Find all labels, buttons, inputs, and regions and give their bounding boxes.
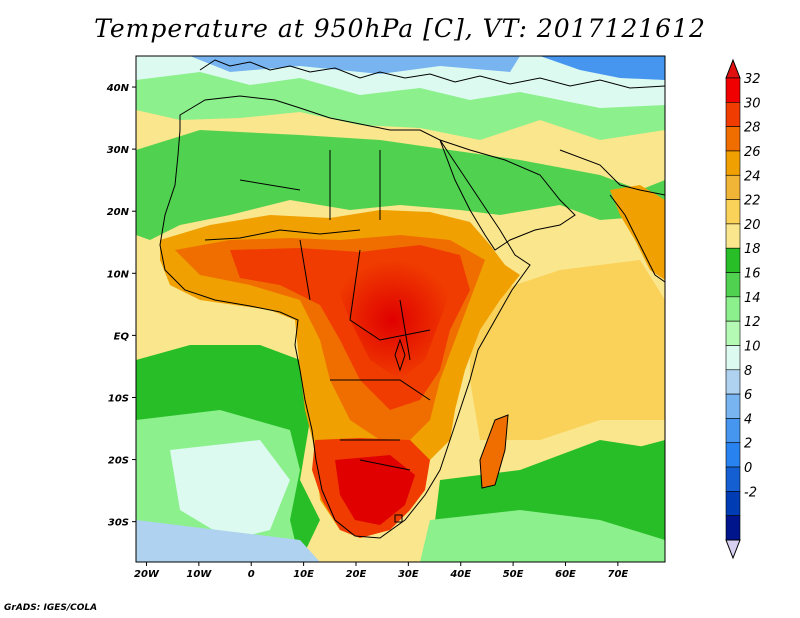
lon-tick-label: 20W [134,569,160,580]
colorbar-label: 20 [744,218,761,233]
region-madagascar [480,415,508,488]
latitude-axis: 40N 30N 20N 10N EQ 10S 20S 30S [106,83,136,529]
colorbar-label: 4 [744,412,752,427]
region-africa-hottest [330,260,455,380]
colorbar-swatch [725,150,741,176]
colorbar-swatch [725,345,741,371]
colorbar-label: 12 [744,315,761,330]
credit-text: GrADS: IGES/COLA [4,603,98,613]
colorbar-over-arrow [725,58,741,79]
colorbar-swatch [725,272,741,298]
colorbar-label: 26 [744,145,761,160]
map-frame [135,55,666,563]
region-east-green [590,440,665,520]
colorbar-swatch [725,369,741,395]
colorbar-under-arrow [725,539,741,560]
colorbar-swatch [725,466,741,492]
colorbar-label: -2 [744,485,757,500]
coastlines [159,59,665,539]
lon-tick-label: 50E [503,569,524,580]
lat-tick-label: 20S [108,456,129,467]
colorbar-swatch [725,199,741,225]
map-field [136,56,665,562]
lon-tick-label: 0 [248,569,255,580]
lat-tick-label: 10S [108,393,129,404]
lon-tick-label: 20E [346,569,367,580]
chart-title: Temperature at 950hPa [C], VT: 201712161… [94,14,706,43]
lat-tick-label: 20N [107,207,130,218]
colorbar-swatch [725,174,741,200]
colorbar-label: 14 [744,291,761,306]
region-south-atlantic-cyan [170,440,290,540]
colorbar-label: 28 [744,121,761,136]
colorbar-swatch [725,102,741,127]
lon-tick-label: 10E [293,569,314,580]
lat-tick-label: EQ [114,331,130,342]
lat-tick-label: 10N [107,269,130,280]
region-northeast-cold [540,56,665,80]
colorbar-swatch [725,223,741,249]
lat-tick-label: 30N [107,145,130,156]
colorbar-label: 24 [744,169,761,184]
colorbar-swatch [725,442,741,468]
colorbar-label: 30 [744,96,761,111]
region-southwest-blue [136,520,320,562]
colorbar-swatch [725,247,741,273]
colorbar-label: 22 [744,194,761,209]
colorbar-swatch [725,515,741,541]
colorbar-label: 32 [744,72,761,87]
lon-tick-label: 70E [607,569,628,580]
lon-tick-label: 60E [555,569,576,580]
colorbar-label: 18 [744,242,761,257]
colorbar-swatch [725,393,741,419]
lat-tick-label: 30S [108,518,129,529]
region-indian-southwest-lightgreen [420,510,665,562]
colorbar-swatch [725,418,741,444]
colorbar-swatch [725,491,741,516]
colorbar-label: 16 [744,267,761,282]
colorbar-label: 2 [744,437,752,452]
colorbar-label: 8 [744,364,752,379]
region-sahara-green [136,130,665,240]
colorbar-swatch [725,320,741,346]
region-indian-warm [470,260,665,440]
colorbar-swatch [725,296,741,322]
colorbar-swatch [725,126,741,152]
lon-tick-label: 10W [186,569,212,580]
lon-tick-label: 30E [398,569,419,580]
colorbar-label: 0 [744,461,752,476]
region-india [610,185,665,280]
colorbar-label: 10 [744,339,761,354]
lat-tick-label: 40N [106,83,130,94]
region-south-africa-hottest [335,455,415,525]
colorbar-swatch [725,77,741,103]
lon-tick-label: 40E [449,569,471,580]
colorbar-label: 6 [744,388,752,403]
region-europe-cold [190,56,520,74]
longitude-axis: 20W 10W 0 10E 20E 30E 40E 50E 60E 70E [134,562,628,580]
